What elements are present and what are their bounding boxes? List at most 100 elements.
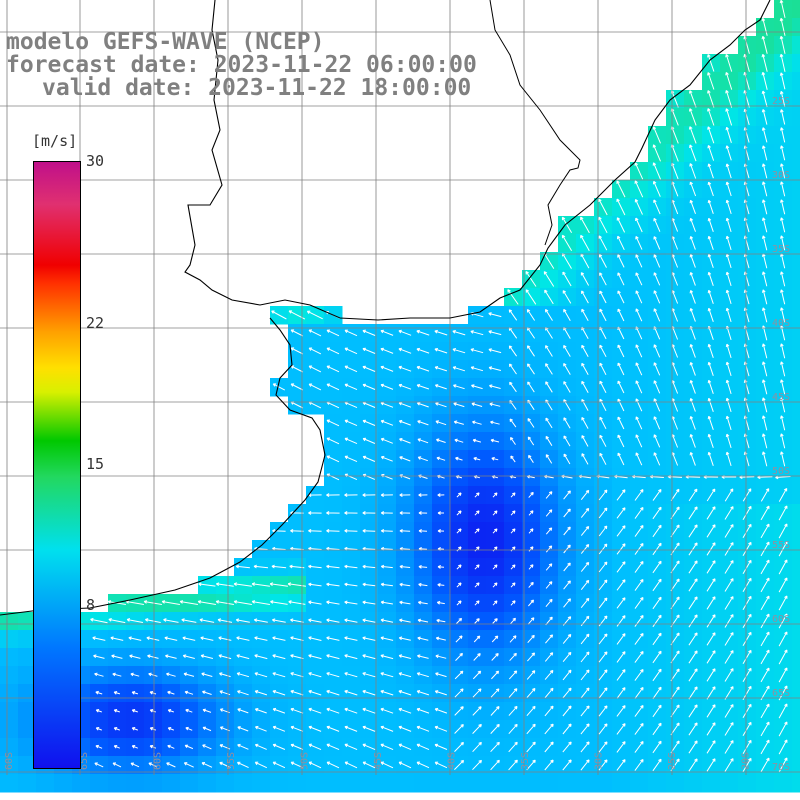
wind-arrow bbox=[780, 289, 786, 305]
latitude-label: 65S bbox=[772, 688, 790, 699]
wind-arrow bbox=[706, 578, 716, 592]
wind-speed-cell bbox=[0, 666, 19, 685]
wind-arrow bbox=[510, 436, 516, 445]
wind-arrow bbox=[308, 654, 322, 660]
wind-arrow bbox=[380, 743, 394, 751]
wind-arrow bbox=[237, 726, 249, 732]
wind-arrow bbox=[456, 600, 462, 606]
wind-arrow bbox=[652, 144, 661, 162]
wind-arrow bbox=[724, 524, 734, 538]
wind-speed-cell bbox=[738, 774, 757, 793]
wind-arrow bbox=[780, 451, 786, 467]
wind-arrow bbox=[634, 740, 644, 753]
wind-speed-cell bbox=[612, 774, 631, 793]
wind-arrow bbox=[380, 725, 394, 732]
wind-arrow bbox=[779, 53, 786, 72]
wind-arrow bbox=[508, 705, 518, 716]
wind-arrow bbox=[418, 582, 428, 587]
longitude-label: 65S bbox=[79, 752, 90, 770]
wind-arrow bbox=[616, 633, 626, 645]
wind-arrow bbox=[706, 488, 716, 502]
wind-arrow bbox=[616, 217, 626, 233]
wind-arrow bbox=[599, 452, 607, 465]
wind-speed-cell bbox=[216, 774, 235, 793]
wind-arrow bbox=[474, 564, 480, 570]
wind-arrow bbox=[761, 415, 768, 431]
wind-arrow bbox=[544, 687, 554, 699]
wind-arrow bbox=[707, 108, 715, 126]
wind-arrow bbox=[544, 759, 554, 771]
wind-arrow bbox=[689, 199, 696, 214]
wind-arrow bbox=[509, 418, 517, 428]
wind-arrow bbox=[761, 379, 768, 395]
coastline bbox=[184, 0, 771, 321]
wind-arrow bbox=[725, 433, 732, 449]
wind-arrow bbox=[616, 525, 626, 537]
wind-speed-cell bbox=[792, 378, 800, 397]
wind-arrow bbox=[689, 254, 696, 268]
wind-arrow bbox=[779, 0, 786, 18]
wind-arrow bbox=[308, 743, 322, 751]
wind-arrow bbox=[761, 71, 768, 90]
wind-arrow bbox=[688, 542, 698, 556]
colorbar-tick-label: 15 bbox=[86, 455, 105, 473]
wind-arrow bbox=[202, 708, 212, 713]
wind-arrow bbox=[724, 758, 734, 772]
wind-arrow bbox=[528, 546, 534, 552]
wind-arrow bbox=[471, 402, 483, 407]
wind-arrow bbox=[742, 685, 752, 700]
wind-arrow bbox=[598, 507, 608, 519]
wind-arrow bbox=[527, 617, 535, 625]
wind-speed-cell bbox=[792, 72, 800, 91]
wind-arrow bbox=[634, 180, 644, 198]
wind-arrow bbox=[380, 618, 394, 623]
wind-arrow bbox=[131, 709, 138, 713]
wind-arrow bbox=[707, 307, 714, 322]
wind-arrow bbox=[474, 582, 480, 588]
wind-arrow bbox=[456, 528, 462, 534]
wind-speed-cell bbox=[126, 774, 145, 793]
wind-arrow bbox=[380, 654, 394, 660]
wind-arrow bbox=[527, 436, 535, 446]
wind-arrow bbox=[778, 487, 788, 502]
wind-arrow bbox=[510, 455, 516, 463]
wind-arrow bbox=[616, 651, 626, 663]
wind-arrow bbox=[724, 488, 734, 502]
longitude-label: 55S bbox=[226, 752, 237, 770]
wind-arrow bbox=[416, 725, 430, 732]
wind-speed-cell bbox=[18, 720, 37, 739]
wind-arrow bbox=[362, 528, 376, 533]
wind-arrow bbox=[290, 528, 304, 533]
wind-arrow bbox=[563, 362, 571, 375]
wind-arrow bbox=[707, 217, 714, 232]
wind-arrow bbox=[326, 618, 340, 623]
wind-arrow bbox=[761, 397, 768, 413]
longitude-label: 40S bbox=[447, 752, 458, 770]
wind-arrow bbox=[760, 488, 770, 502]
longitude-label: 50S bbox=[300, 752, 311, 770]
wind-arrow bbox=[490, 741, 500, 753]
wind-arrow bbox=[510, 617, 516, 625]
wind-arrow bbox=[707, 433, 714, 448]
wind-arrow bbox=[688, 632, 698, 646]
wind-arrow bbox=[308, 528, 322, 533]
wind-arrow bbox=[435, 420, 447, 426]
wind-arrow bbox=[399, 582, 411, 587]
wind-arrow bbox=[563, 526, 571, 536]
wind-arrow bbox=[362, 329, 376, 336]
wind-arrow bbox=[688, 686, 698, 700]
wind-arrow bbox=[456, 510, 462, 516]
wind-arrow bbox=[653, 452, 661, 466]
wind-arrow bbox=[470, 366, 484, 372]
model-title: modelo GEFS-WAVE (NCEP) bbox=[6, 29, 325, 55]
wind-arrow bbox=[308, 600, 322, 605]
wind-arrow bbox=[725, 361, 732, 377]
wind-arrow bbox=[380, 672, 394, 678]
wind-arrow bbox=[725, 217, 732, 233]
wind-arrow bbox=[344, 383, 358, 391]
wind-arrow bbox=[452, 366, 466, 372]
wind-arrow bbox=[362, 743, 376, 751]
wind-arrow bbox=[760, 559, 770, 575]
wind-arrow bbox=[725, 253, 732, 269]
wind-arrow bbox=[598, 651, 608, 663]
